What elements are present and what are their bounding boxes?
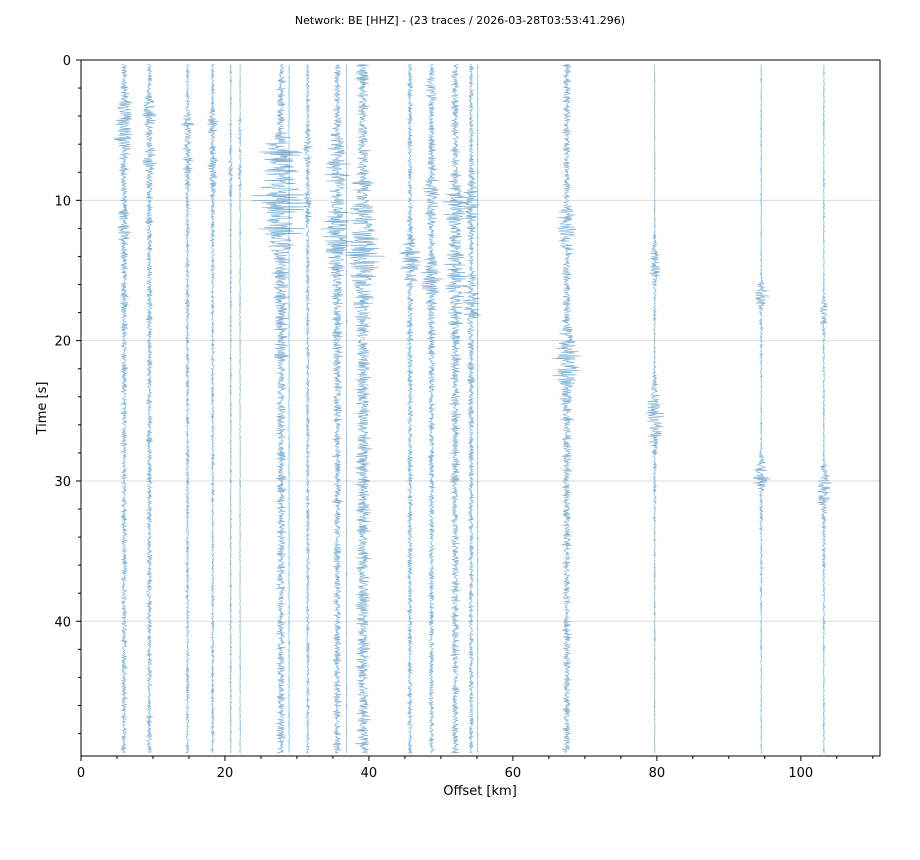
- seismic-trace: [646, 64, 664, 754]
- x-axis: 0 20 40 60 80 100: [77, 756, 874, 781]
- y-tick-label: 10: [54, 194, 71, 209]
- seismic-trace: [753, 64, 771, 754]
- y-tick-label: 0: [63, 54, 71, 69]
- x-tick-label: 40: [361, 766, 378, 781]
- x-tick-label: 0: [77, 766, 85, 781]
- y-axis: 0 10 20 30 40: [54, 54, 81, 735]
- seismic-trace: [816, 64, 832, 754]
- y-axis-label: Time [s]: [35, 382, 50, 436]
- x-tick-label: 80: [649, 766, 666, 781]
- x-tick-label: 20: [217, 766, 234, 781]
- seismic-trace: [344, 63, 385, 754]
- seismic-trace: [113, 63, 133, 754]
- seismic-trace: [302, 63, 313, 754]
- seismic-trace: [320, 63, 353, 754]
- seismic-trace: [345, 64, 348, 754]
- seismic-trace: [399, 63, 421, 754]
- seismic-trace: [551, 63, 582, 754]
- plot-frame: [80, 59, 881, 757]
- seismic-trace: [251, 63, 311, 754]
- traces-group: [113, 63, 832, 754]
- x-tick-label: 100: [788, 766, 813, 781]
- seismic-trace: [420, 63, 444, 754]
- y-tick-label: 30: [54, 475, 71, 490]
- chart-title: Network: BE [HHZ] - (23 traces / 2026-03…: [295, 14, 625, 27]
- y-tick-label: 20: [54, 335, 71, 350]
- seismic-trace: [180, 63, 196, 754]
- seismic-trace: [462, 63, 481, 754]
- seismic-trace: [237, 64, 243, 754]
- x-axis-label: Offset [km]: [443, 784, 517, 799]
- x-tick-label: 60: [505, 766, 522, 781]
- seismic-trace: [207, 63, 219, 754]
- y-tick-label: 40: [54, 615, 71, 630]
- seismic-trace: [476, 64, 480, 754]
- seismic-trace: [287, 64, 291, 754]
- seismic-trace: [142, 63, 158, 754]
- seismic-trace: [227, 64, 234, 754]
- seismic-trace: [442, 63, 469, 754]
